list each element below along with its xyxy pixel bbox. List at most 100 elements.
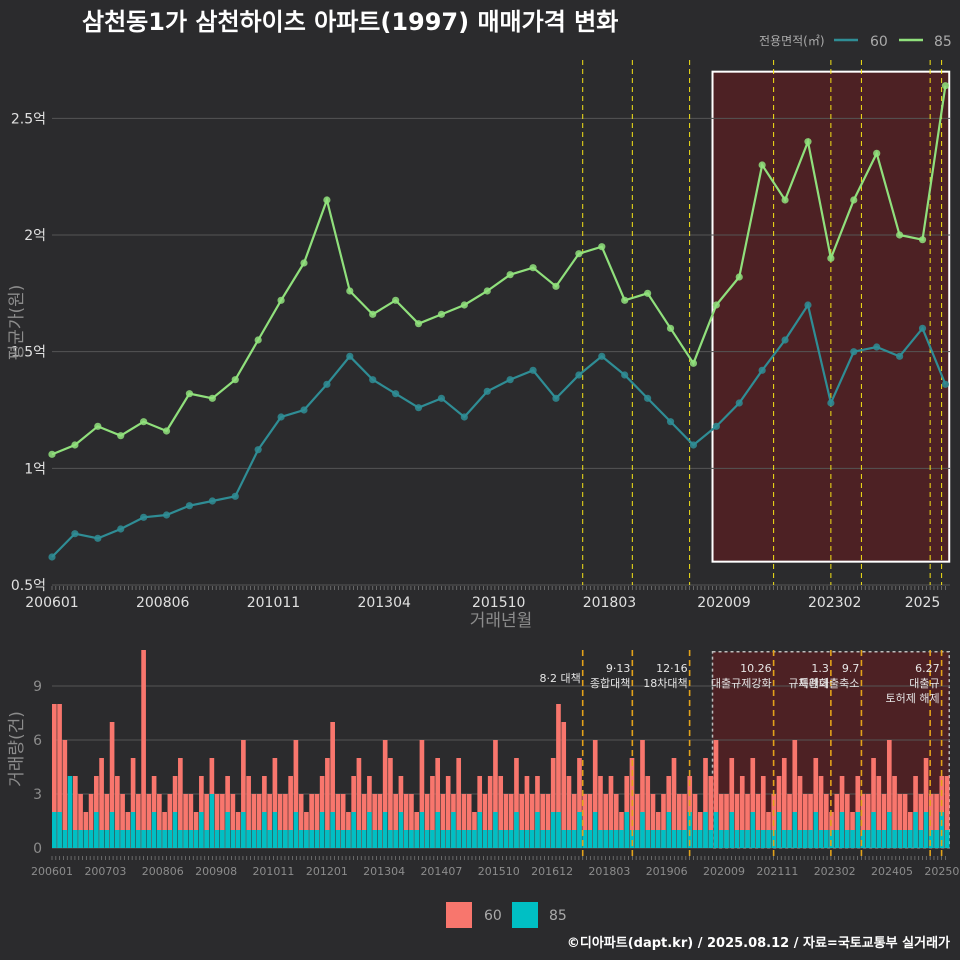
bar-85 [514,812,519,848]
bar-60 [860,794,866,848]
bar-85 [876,830,882,848]
bar-85 [272,812,278,848]
bar-85 [755,830,761,848]
bar-60 [356,758,362,848]
legend-swatch-bar-60 [446,902,472,928]
bar-60 [808,794,813,848]
series-point-85 [483,287,491,295]
bar-85 [440,830,446,848]
series-point-85 [254,336,262,344]
legend-label-60: 60 [870,34,888,50]
bar-85 [703,812,708,848]
series-line-85 [51,85,947,456]
bar-85 [944,830,950,848]
bar-85 [393,830,398,848]
bar-60 [760,776,766,848]
bar-60 [403,794,409,848]
bar-85 [482,830,488,848]
policy-annotation-3: 대출규제강화 [711,677,772,690]
x-tick-label-3: 201304 [357,595,411,611]
series-point-60 [460,413,468,421]
bar-85 [592,812,598,848]
bar-85 [445,830,451,848]
series-point-60 [323,380,331,388]
policy-annotation-1: 종합대책 [590,677,630,690]
bar-85 [839,812,845,848]
series-point-60 [117,525,125,533]
bar-60 [571,794,577,848]
bar-85 [566,830,572,848]
bar-85 [188,830,194,848]
bar-85 [298,830,304,848]
bar-85 [293,812,299,848]
bar-85 [561,830,567,848]
bar-60 [897,794,903,848]
series-point-85 [529,264,537,272]
y-axis-title: 평균가(원) [7,285,27,361]
x-tick-label-4: 201510 [472,595,525,611]
bar-85 [886,812,892,848]
bar-60 [561,722,567,848]
series-point-60 [575,371,583,379]
bar-60 [871,758,876,848]
x-tick-label-6: 202009 [697,595,750,611]
bar-60 [204,794,209,848]
bar-85 [818,830,824,848]
series-point-85 [300,259,308,267]
bar-85 [178,830,183,848]
bar-85 [571,830,577,848]
series-point-85 [804,138,812,146]
bar-85 [183,830,188,848]
bar-y-tick-label-2: 6 [33,733,42,749]
series-point-60 [254,446,262,454]
series-point-60 [346,352,354,360]
bar-85 [367,812,372,848]
bar-85 [613,830,619,848]
policy-annotation-3: 10.26 [740,662,772,675]
legend-bottom: 60 85 [446,902,567,928]
bar-85 [419,812,425,848]
series-point-85 [666,324,675,332]
legend-title: 전용면적(㎡) [759,34,825,48]
bar-60 [267,794,272,848]
bar-60 [787,794,792,848]
series-point-60 [896,352,904,360]
bar-60 [724,794,729,848]
bar-60 [556,704,561,848]
bar-85 [503,830,509,848]
x-tick-label-2: 201011 [247,595,300,611]
bar-60 [130,758,136,848]
bar-85 [209,794,215,848]
policy-annotation-2: 12·16 [656,662,688,675]
bar-85 [288,830,293,848]
legend-bar-label-85: 85 [549,908,567,924]
bar-60 [435,758,441,848]
bar-60 [246,776,251,848]
y-tick-label-0: 0.5억 [11,578,46,594]
series-point-85 [277,296,285,304]
policy-annotation-2: 18차대책 [643,677,687,690]
bar-60 [503,794,509,848]
bar-60 [818,776,824,848]
bar-85 [629,830,635,848]
series-point-60 [689,441,698,449]
bar-60 [540,794,546,848]
bar-85 [340,830,346,848]
series-point-85 [208,394,216,402]
bar-60 [461,794,467,848]
bar-60 [466,794,472,848]
bar-85 [172,812,178,848]
bar-x-tick-label-12: 202009 [703,865,745,878]
series-point-85 [346,287,354,295]
bar-60 [713,740,719,848]
bar-85 [535,812,540,848]
bar-85 [256,830,262,848]
bar-60 [377,794,383,848]
y-tick-label-3: 2억 [24,228,46,244]
series-point-60 [277,413,285,421]
bar-y-tick-label-1: 3 [33,787,42,803]
bar-60 [755,794,761,848]
policy-annotation-6: 토허제 해제 [885,691,939,705]
bar-60 [640,740,645,848]
bar-85 [151,812,157,848]
